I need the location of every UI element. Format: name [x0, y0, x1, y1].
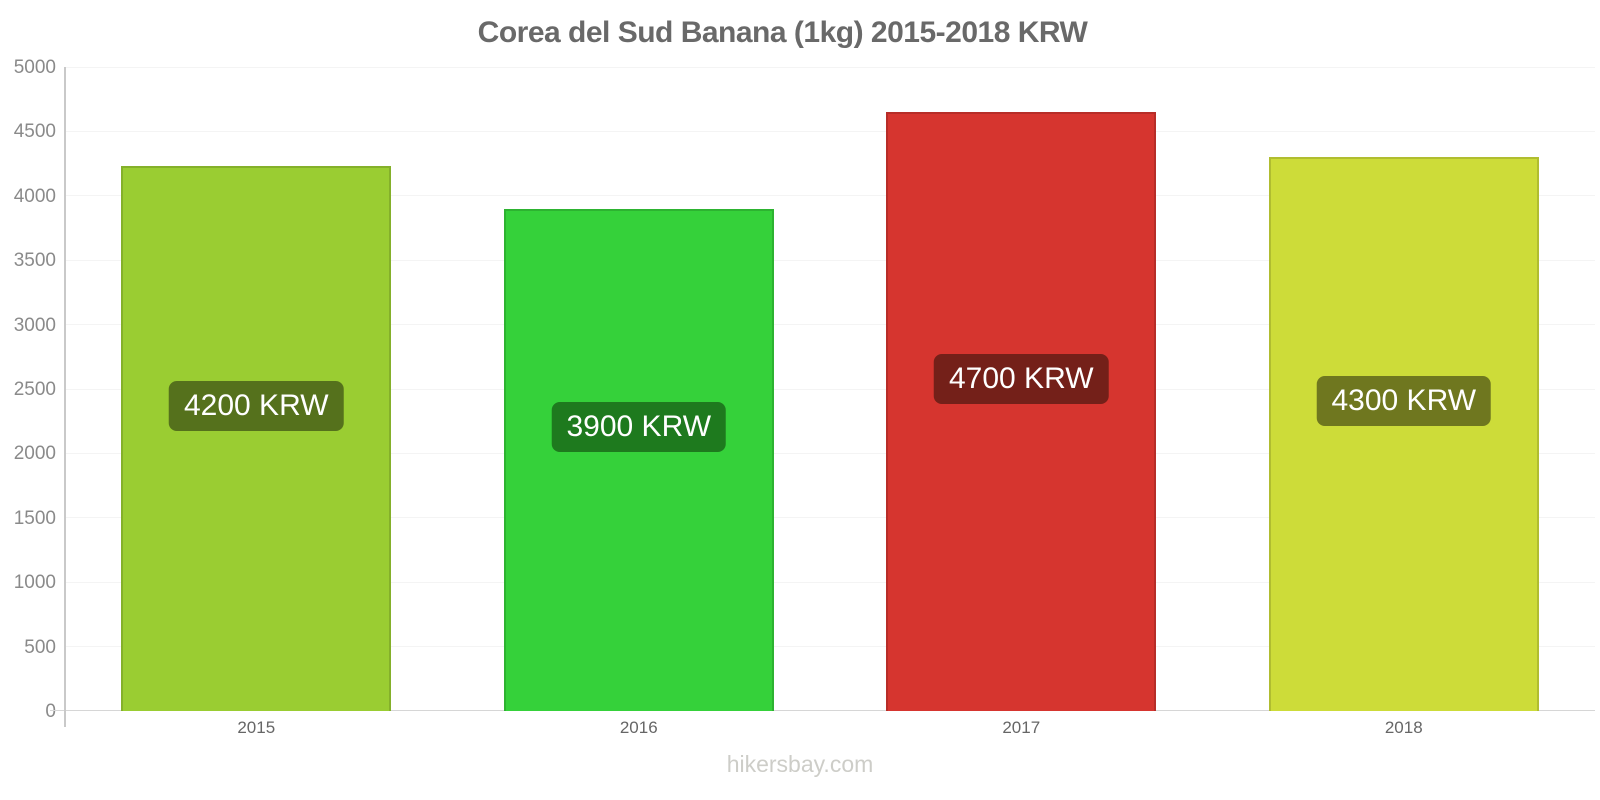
x-axis-line: [50, 710, 1595, 711]
x-tick-label: 2015: [237, 718, 276, 737]
x-tick-label: 2016: [619, 718, 658, 737]
y-tick-label: 1000: [13, 572, 56, 594]
bar-value-label: 4700 KRW: [933, 353, 1109, 404]
bar-2016[interactable]: [503, 208, 774, 711]
y-axis-line: [64, 67, 66, 727]
bar-value-label: 4200 KRW: [168, 380, 344, 431]
y-tick-label: 2500: [13, 379, 56, 400]
bar-2017[interactable]: [886, 112, 1157, 711]
bar-2015[interactable]: [121, 166, 392, 711]
y-tick-label: 1500: [13, 507, 56, 529]
y-tick-label: 500: [24, 636, 56, 658]
bar-value-label: 4300 KRW: [1316, 376, 1492, 427]
y-tick-label: 2000: [13, 443, 56, 465]
watermark-hikersbay: hikersbay.com: [726, 751, 874, 777]
x-tick-label: 2017: [1002, 718, 1041, 737]
bar-value-label: 3900 KRW: [551, 401, 727, 452]
y-tick-label: 3000: [13, 314, 56, 336]
bar-2018[interactable]: [1268, 157, 1539, 711]
x-tick-label: 2018: [1384, 718, 1423, 737]
chart-title: Corea del Sud Banana (1kg) 2015-2018 KRW: [477, 16, 1088, 49]
y-tick-label: 4500: [13, 121, 56, 143]
y-tick-label: 3500: [13, 250, 56, 272]
y-tick-label: 5000: [13, 57, 56, 78]
y-tick-label: 4000: [13, 185, 56, 207]
y-tick-label: 0: [45, 701, 56, 722]
gridline: [65, 130, 1595, 132]
gridline: [65, 66, 1595, 68]
